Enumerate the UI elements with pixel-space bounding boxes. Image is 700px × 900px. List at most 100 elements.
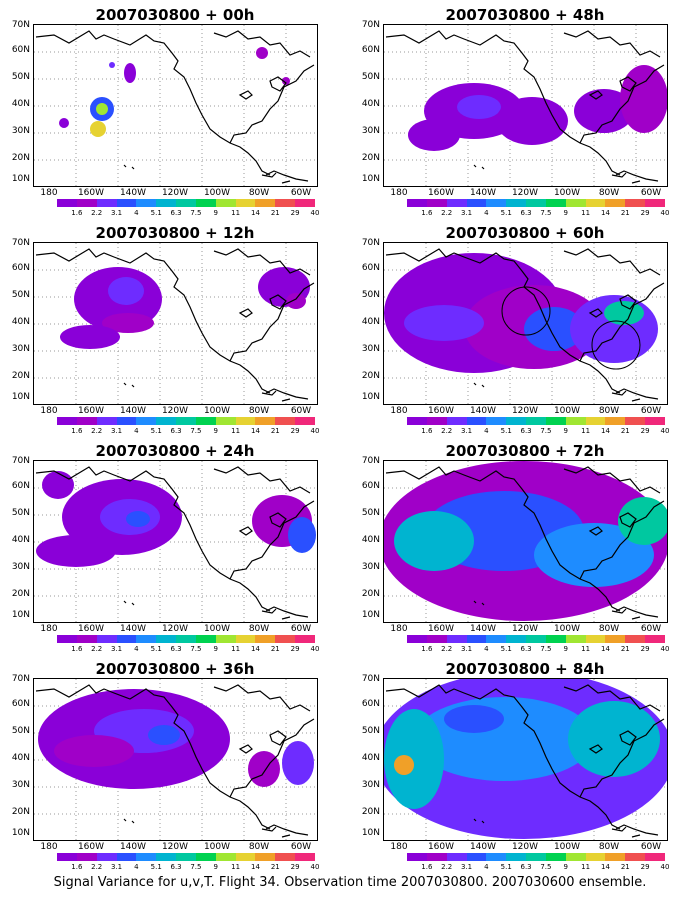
colorbar-label: 2.2 — [91, 863, 103, 871]
panel-title: 2007030800 + 12h — [95, 224, 255, 242]
colorbar — [57, 635, 315, 643]
colorbar-label: 5.1 — [500, 427, 512, 435]
colorbar-swatch — [176, 635, 196, 643]
colorbar-swatch — [176, 199, 196, 207]
y-axis-label: 30N — [361, 562, 380, 572]
colorbar-swatch — [96, 199, 117, 207]
map-plot — [383, 24, 668, 187]
variance-contour — [404, 305, 484, 341]
x-axis-label: 60W — [640, 188, 662, 198]
x-axis-label: 140W — [119, 188, 147, 198]
colorbar-swatch — [255, 853, 276, 861]
colorbar-swatch — [156, 417, 177, 425]
colorbar-swatch — [585, 417, 606, 425]
x-axis-label: 140W — [119, 406, 147, 416]
colorbar-label: 1.6 — [421, 863, 433, 871]
x-axis-label: 160W — [427, 842, 455, 852]
colorbar-swatch — [466, 853, 487, 861]
colorbar-label: 5.1 — [150, 209, 162, 217]
colorbar-swatch — [645, 635, 665, 643]
x-axis-label: 80W — [248, 406, 270, 416]
y-axis-label: 70N — [361, 674, 380, 684]
variance-field — [34, 461, 317, 622]
x-axis-label: 120W — [511, 842, 539, 852]
colorbar-swatch — [57, 853, 77, 861]
map-plot — [383, 678, 668, 841]
colorbar-label: 29 — [640, 209, 650, 217]
y-axis-label: 70N — [361, 20, 380, 30]
x-axis-label: 80W — [598, 188, 620, 198]
colorbar-label: 5.1 — [500, 863, 512, 871]
colorbar-swatch — [57, 199, 77, 207]
x-axis-label: 80W — [598, 624, 620, 634]
colorbar-label: 9 — [563, 645, 568, 653]
coastline-islands — [473, 308, 641, 402]
y-axis-label: 20N — [361, 589, 380, 599]
y-axis-label: 20N — [361, 807, 380, 817]
variance-contour — [60, 325, 120, 349]
colorbar-label: 40 — [660, 427, 670, 435]
y-axis-label: 70N — [11, 456, 30, 466]
colorbar-label: 1.6 — [71, 209, 83, 217]
y-axis-label: 70N — [11, 238, 30, 248]
colorbar-label: 3.1 — [460, 863, 473, 871]
y-axis-label: 30N — [11, 126, 30, 136]
panel-title: 2007030800 + 60h — [445, 224, 605, 242]
colorbar-swatch — [407, 853, 427, 861]
x-axis-label: 80W — [598, 406, 620, 416]
colorbar-swatch — [176, 853, 196, 861]
y-axis-label: 10N — [361, 828, 380, 838]
y-axis-label: 30N — [11, 780, 30, 790]
colorbar-label: 2.2 — [91, 645, 103, 653]
colorbar-swatch — [446, 417, 467, 425]
colorbar-swatch — [57, 417, 77, 425]
x-axis-label: 80W — [248, 188, 270, 198]
colorbar-swatch — [526, 199, 546, 207]
colorbar-swatch — [506, 199, 527, 207]
map-panel: 2007030800 + 36h 70N 60N 50N 40N 30N 20N 10N 180… — [0, 654, 350, 872]
x-axis-label: 160W — [427, 624, 455, 634]
colorbar-label: 3.1 — [110, 427, 123, 435]
y-axis-label: 10N — [11, 174, 30, 184]
colorbar-label: 7.5 — [540, 645, 552, 653]
colorbar-swatch — [605, 199, 626, 207]
colorbar-swatch — [407, 417, 427, 425]
colorbar-swatch — [545, 853, 566, 861]
coastline — [385, 248, 665, 400]
colorbar-label: 9 — [563, 863, 568, 871]
colorbar-swatch — [295, 199, 315, 207]
colorbar-swatch — [295, 635, 315, 643]
x-axis-label: 180 — [390, 188, 408, 198]
colorbar-swatch — [295, 417, 315, 425]
colorbar-swatch — [585, 199, 606, 207]
y-axis-label: 30N — [361, 780, 380, 790]
colorbar-label: 21 — [270, 645, 280, 653]
colorbar-label: 6.3 — [520, 645, 532, 653]
colorbar-label: 4 — [134, 863, 139, 871]
colorbar-swatch — [156, 853, 177, 861]
x-axis-label: 160W — [77, 624, 105, 634]
colorbar-swatch — [625, 199, 646, 207]
y-axis-label: 60N — [361, 263, 380, 273]
variance-contour — [148, 725, 180, 745]
variance-contour — [457, 95, 501, 119]
map-plot — [33, 24, 318, 187]
colorbar-swatch — [486, 199, 507, 207]
colorbar-swatch — [76, 417, 97, 425]
variance-field — [34, 25, 317, 186]
colorbar-swatch — [57, 635, 77, 643]
colorbar-swatch — [76, 635, 97, 643]
colorbar-label: 9 — [213, 427, 218, 435]
x-axis-label: 120W — [161, 624, 189, 634]
y-axis-label: 60N — [11, 699, 30, 709]
colorbar-swatch — [275, 853, 296, 861]
colorbar — [57, 853, 315, 861]
map-panel: 2007030800 + 84h 70N 60N 50N 40N 30N 20N 10N 180… — [350, 654, 700, 872]
colorbar-swatch — [565, 853, 586, 861]
colorbar-label: 14 — [600, 645, 610, 653]
colorbar-label: 14 — [600, 209, 610, 217]
colorbar-label: 21 — [620, 209, 630, 217]
variance-contour — [620, 65, 667, 133]
colorbar-label: 1.6 — [421, 645, 433, 653]
variance-contour — [524, 307, 584, 351]
